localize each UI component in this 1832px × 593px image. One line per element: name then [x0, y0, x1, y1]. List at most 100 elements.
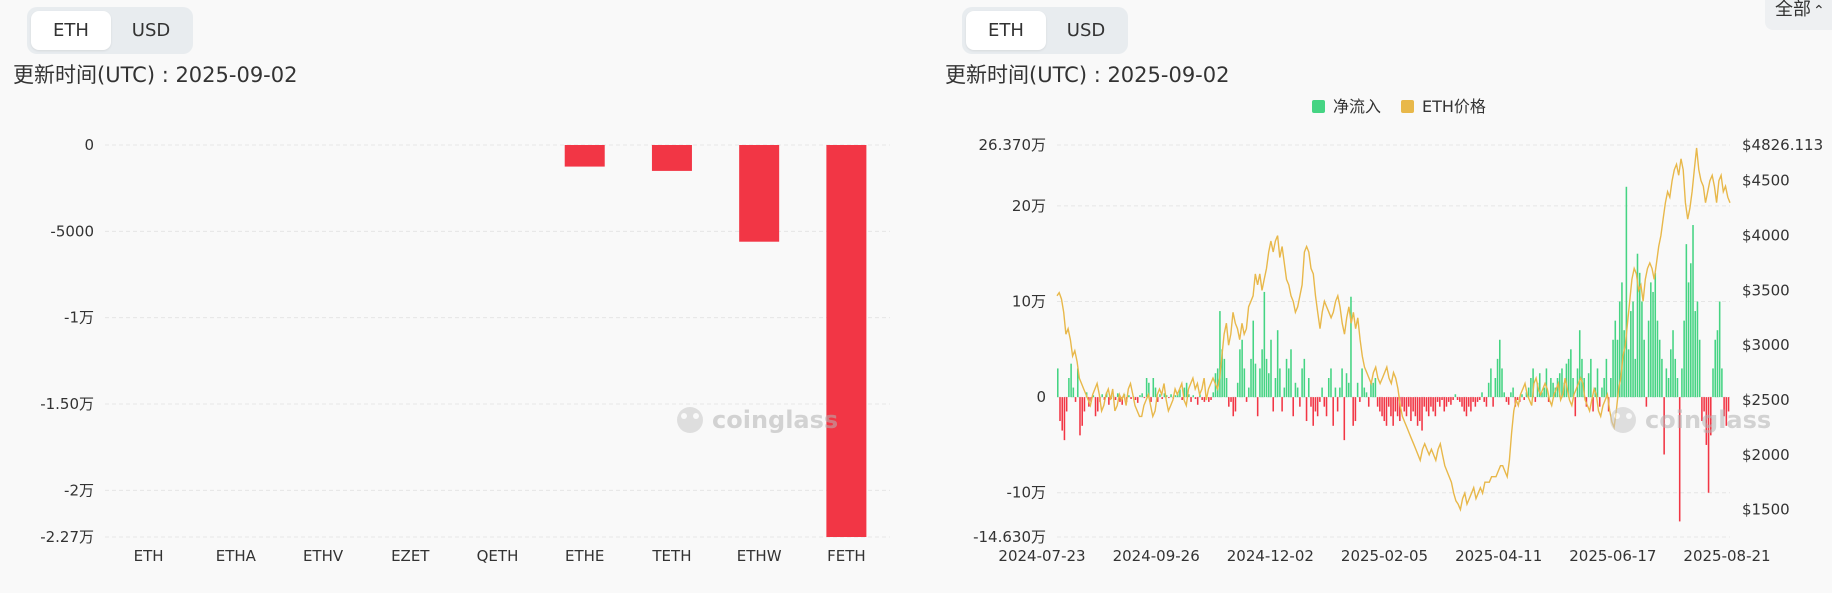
inflow-bar[interactable]: [1396, 397, 1399, 417]
inflow-bar[interactable]: [1439, 397, 1441, 407]
inflow-bar[interactable]: [1394, 397, 1397, 412]
inflow-bar[interactable]: [1727, 397, 1730, 412]
inflow-bar[interactable]: [1694, 311, 1697, 398]
inflow-bar[interactable]: [1154, 387, 1157, 398]
inflow-bar[interactable]: [1470, 397, 1472, 412]
inflow-bar[interactable]: [1656, 320, 1659, 398]
inflow-bar[interactable]: [1527, 387, 1530, 398]
inflow-bar[interactable]: [1516, 397, 1519, 400]
inflow-bar[interactable]: [1405, 397, 1408, 417]
inflow-bar[interactable]: [1296, 387, 1299, 398]
inflow-bar[interactable]: [1130, 397, 1132, 400]
inflow-bar[interactable]: [1538, 373, 1541, 398]
inflow-bar[interactable]: [1683, 320, 1685, 398]
inflow-bar[interactable]: [1307, 378, 1310, 398]
inflow-bar[interactable]: [1658, 339, 1661, 398]
inflow-bar[interactable]: [1076, 368, 1079, 398]
inflow-bar[interactable]: [1512, 387, 1514, 398]
inflow-bar[interactable]: [1367, 397, 1370, 407]
inflow-bar[interactable]: [1234, 397, 1237, 412]
inflow-bar[interactable]: [1270, 339, 1272, 398]
inflow-bar[interactable]: [1661, 358, 1663, 398]
inflow-bar[interactable]: [1285, 358, 1288, 398]
inflow-bar[interactable]: [1474, 397, 1477, 407]
inflow-bar[interactable]: [1450, 397, 1452, 405]
inflow-bar[interactable]: [1232, 397, 1235, 417]
inflow-bar[interactable]: [1294, 382, 1297, 398]
inflow-bar[interactable]: [1385, 397, 1388, 426]
inflow-bar[interactable]: [1059, 397, 1061, 422]
inflow-bar[interactable]: [1703, 397, 1705, 412]
inflow-bar[interactable]: [1430, 397, 1432, 407]
inflow-bar[interactable]: [1710, 397, 1712, 436]
inflow-bar[interactable]: [1219, 311, 1221, 398]
inflow-bar[interactable]: [1465, 397, 1468, 417]
inflow-bar[interactable]: [1598, 397, 1601, 407]
inflow-bar[interactable]: [1701, 397, 1703, 422]
inflow-bar[interactable]: [1507, 397, 1510, 405]
inflow-bar[interactable]: [1534, 397, 1537, 402]
inflow-bar[interactable]: [1236, 382, 1239, 398]
inflow-bar[interactable]: [1510, 392, 1512, 398]
inflow-bar[interactable]: [1079, 397, 1081, 436]
inflow-bar[interactable]: [1376, 397, 1379, 407]
inflow-bar[interactable]: [1443, 397, 1446, 412]
inflow-bar[interactable]: [1121, 397, 1123, 405]
inflow-bar[interactable]: [1192, 395, 1195, 398]
inflow-bar[interactable]: [1678, 397, 1681, 522]
inflow-bar[interactable]: [1621, 282, 1623, 398]
inflow-bar[interactable]: [1152, 378, 1155, 398]
inflow-bar[interactable]: [1399, 397, 1401, 422]
inflow-bar[interactable]: [1401, 397, 1403, 407]
inflow-bar[interactable]: [1141, 393, 1143, 398]
inflow-bar[interactable]: [1652, 291, 1654, 398]
inflow-bar[interactable]: [1461, 397, 1463, 407]
inflow-bar[interactable]: [1623, 330, 1625, 398]
inflow-bar[interactable]: [1532, 368, 1534, 398]
inflow-bar[interactable]: [1441, 397, 1443, 400]
inflow-bar[interactable]: [1314, 397, 1317, 412]
inflow-bar[interactable]: [1283, 387, 1286, 398]
inflow-bar[interactable]: [1496, 358, 1499, 398]
inflow-bar[interactable]: [1299, 397, 1301, 407]
inflow-bar[interactable]: [1650, 282, 1652, 398]
inflow-bar[interactable]: [1592, 397, 1594, 412]
inflow-bar[interactable]: [1330, 368, 1332, 398]
inflow-bar[interactable]: [1581, 358, 1583, 398]
inflow-bar[interactable]: [1325, 397, 1328, 417]
inflow-bar[interactable]: [1492, 397, 1494, 407]
inflow-bar[interactable]: [1587, 373, 1590, 398]
inflow-bar[interactable]: [1061, 397, 1063, 431]
inflow-bar[interactable]: [1714, 339, 1717, 398]
inflow-bar[interactable]: [1687, 282, 1690, 398]
inflow-bar[interactable]: [1370, 382, 1372, 398]
inflow-bar[interactable]: [1096, 397, 1099, 412]
inflow-bar[interactable]: [1479, 397, 1481, 400]
inflow-bar[interactable]: [1490, 368, 1492, 398]
inflow-bar[interactable]: [1618, 301, 1621, 398]
inflow-bar[interactable]: [1410, 397, 1412, 422]
left-toggle-eth[interactable]: ETH: [31, 11, 111, 50]
inflow-bar[interactable]: [1363, 387, 1366, 398]
inflow-bar[interactable]: [1094, 397, 1097, 417]
inflow-bar[interactable]: [1185, 382, 1188, 398]
inflow-bar[interactable]: [1712, 368, 1714, 398]
inflow-bar[interactable]: [1068, 378, 1070, 398]
left-bar-teth[interactable]: [651, 145, 692, 171]
inflow-bar[interactable]: [1543, 387, 1545, 398]
inflow-bar[interactable]: [1327, 378, 1330, 398]
inflow-bar[interactable]: [1676, 378, 1679, 398]
inflow-bar[interactable]: [1421, 397, 1423, 431]
inflow-bar[interactable]: [1432, 397, 1434, 412]
inflow-bar[interactable]: [1287, 368, 1290, 398]
inflow-bar[interactable]: [1188, 394, 1190, 398]
inflow-bar[interactable]: [1672, 330, 1674, 398]
inflow-bar[interactable]: [1456, 397, 1459, 400]
inflow-bar[interactable]: [1065, 397, 1068, 412]
inflow-bar[interactable]: [1485, 397, 1488, 407]
inflow-bar[interactable]: [1210, 397, 1212, 400]
inflow-bar[interactable]: [1274, 378, 1277, 398]
inflow-bar[interactable]: [1576, 368, 1579, 398]
inflow-bar[interactable]: [1627, 349, 1630, 398]
inflow-bar[interactable]: [1392, 397, 1394, 426]
